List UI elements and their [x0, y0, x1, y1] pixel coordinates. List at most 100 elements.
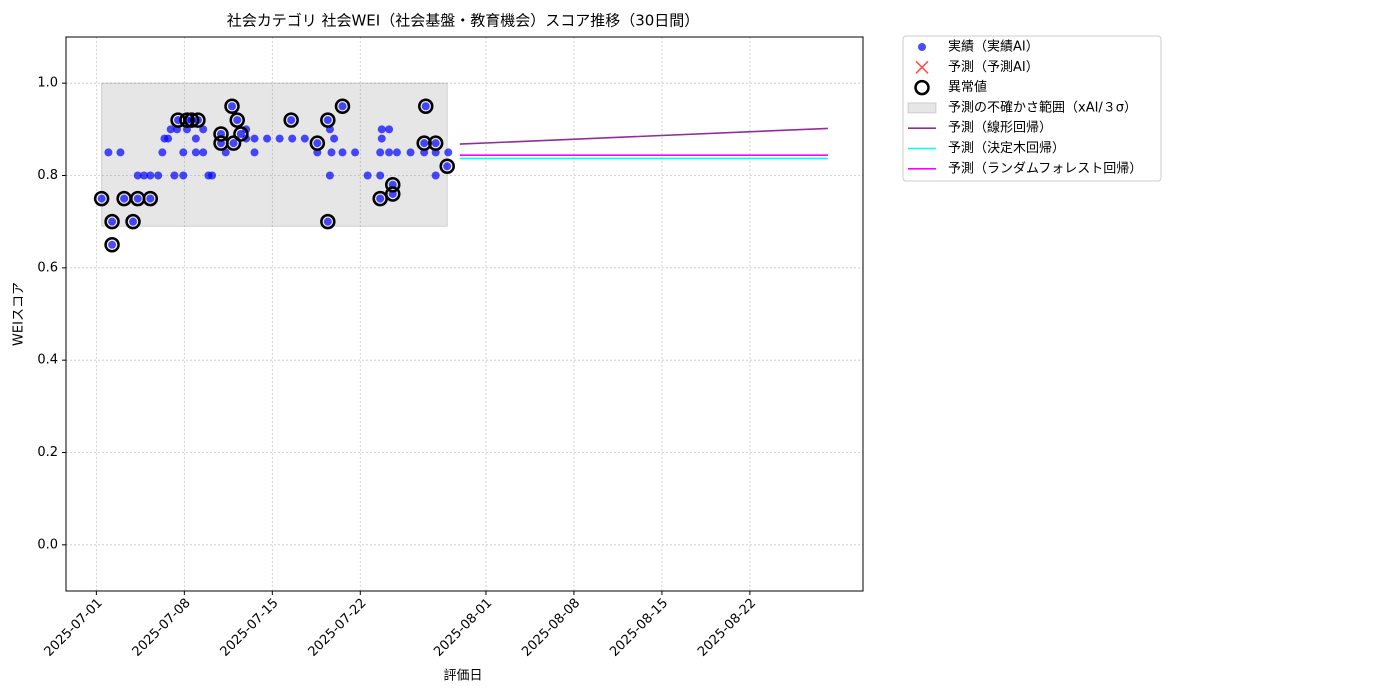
data-point — [133, 171, 142, 180]
data-point — [108, 240, 117, 249]
data-point — [170, 171, 179, 180]
data-point — [420, 139, 429, 148]
x-tick-label: 2025-07-22 — [306, 596, 370, 660]
y-tick-label: 0.6 — [37, 260, 58, 275]
legend-label: 予測（ランダムフォレスト回帰） — [948, 160, 1142, 176]
legend-box — [902, 35, 1162, 182]
x-tick-label: 2025-08-15 — [607, 596, 671, 660]
anomaly-marker — [417, 98, 434, 114]
data-point — [338, 148, 347, 157]
data-point — [287, 116, 296, 125]
data-point — [443, 162, 452, 171]
anomaly-marker — [93, 190, 110, 207]
data-point — [431, 139, 440, 148]
data-point — [338, 102, 347, 111]
legend-marker — [915, 60, 929, 74]
legend-label: 予測（線形回帰） — [948, 120, 1052, 136]
data-point — [146, 171, 155, 180]
y-axis-label: WEIスコア — [12, 282, 27, 346]
data-point — [233, 116, 242, 125]
data-point — [330, 134, 339, 143]
x-tick-label: 2025-07-15 — [218, 596, 282, 660]
x-tick-label: 2025-07-01 — [42, 596, 106, 660]
data-point — [385, 125, 394, 134]
x-tick-label: 2025-08-01 — [431, 596, 495, 660]
legend-label: 予測（決定木回帰） — [948, 140, 1065, 156]
data-point — [236, 129, 245, 138]
data-point — [376, 194, 385, 203]
data-point — [325, 171, 334, 180]
legend-marker — [914, 79, 930, 96]
data-point — [199, 125, 208, 134]
y-tick-label: 1.0 — [37, 76, 58, 91]
y-tick-label: 0.4 — [37, 353, 58, 368]
chart-title: 社会カテゴリ 社会WEI（社会基盤・教育機会）スコア推移（30日間） — [227, 12, 700, 30]
anomaly-marker — [320, 213, 336, 230]
anomaly-marker — [213, 126, 229, 142]
data-point — [154, 171, 163, 180]
data-point — [116, 148, 125, 157]
anomaly-marker — [439, 158, 455, 175]
y-tick-label: 0.0 — [37, 537, 58, 552]
anomaly-marker — [427, 135, 444, 151]
data-point — [421, 102, 430, 111]
data-point — [108, 217, 117, 226]
anomaly-marker — [385, 176, 401, 193]
x-tick-label: 2025-08-22 — [695, 596, 759, 660]
data-point — [275, 134, 284, 143]
data-point — [97, 194, 106, 203]
data-point — [323, 217, 332, 226]
y-tick-label: 0.2 — [37, 445, 58, 460]
data-point — [376, 171, 385, 180]
forecast-line — [459, 127, 828, 145]
data-point — [166, 125, 175, 134]
legend-label: 実績（実績AI） — [948, 39, 1039, 55]
data-point — [376, 148, 385, 157]
legend-label: 予測（予測AI） — [948, 60, 1039, 75]
anomaly-marker — [125, 213, 141, 230]
anomaly-marker — [320, 112, 336, 128]
data-point — [250, 148, 259, 157]
anomaly-marker — [309, 135, 326, 151]
anomaly-marker — [416, 135, 432, 151]
x-tick-label: 2025-08-08 — [519, 596, 583, 660]
data-point — [363, 171, 372, 180]
legend-label: 予測の不確かさ範囲（xAI/３σ） — [948, 99, 1137, 115]
anomaly-marker — [190, 112, 206, 128]
data-point — [377, 125, 386, 134]
anomaly-marker — [104, 237, 120, 253]
anomaly-marker — [334, 98, 351, 114]
data-point — [392, 148, 401, 157]
data-point — [129, 217, 138, 226]
data-point — [313, 139, 322, 148]
plot-frame — [65, 36, 864, 592]
anomaly-marker — [224, 98, 240, 114]
data-point — [208, 171, 217, 180]
data-point — [179, 148, 188, 157]
data-point — [191, 134, 200, 143]
data-point — [164, 134, 173, 143]
data-point — [431, 171, 440, 180]
data-point — [377, 134, 386, 143]
data-point — [227, 102, 236, 111]
data-point — [288, 134, 297, 143]
anomaly-marker — [229, 112, 245, 128]
data-point — [140, 171, 149, 180]
anomaly-marker — [283, 112, 299, 128]
anomaly-marker — [183, 112, 200, 128]
legend-marker — [918, 43, 926, 51]
data-point — [323, 116, 332, 125]
x-tick-label: 2025-07-08 — [130, 596, 194, 660]
x-axis-label: 評価日 — [443, 669, 482, 684]
legend-marker — [907, 102, 937, 114]
legend-label: 異常値 — [948, 79, 987, 95]
data-point — [199, 148, 208, 157]
anomaly-marker — [233, 126, 249, 142]
data-point — [191, 148, 200, 157]
anomaly-marker — [225, 135, 242, 151]
data-point — [300, 134, 309, 143]
data-point — [104, 148, 113, 157]
